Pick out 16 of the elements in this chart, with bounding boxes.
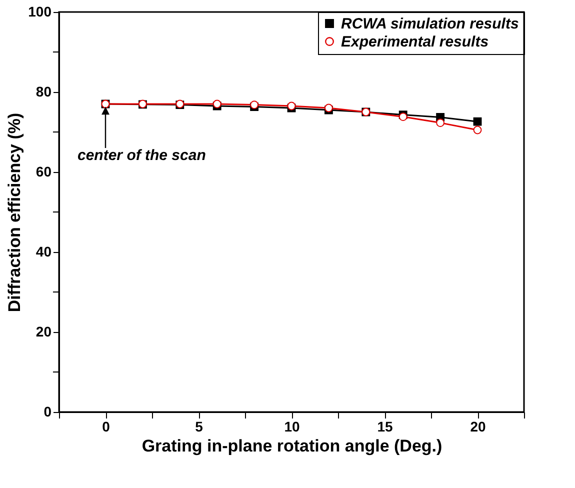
y-tick-label: 40 <box>36 244 52 260</box>
y-tick-label: 80 <box>36 84 52 100</box>
x-tick-label: 0 <box>102 418 110 434</box>
x-tick-label: 10 <box>284 418 300 434</box>
legend-label: Experimental results <box>341 34 489 50</box>
x-tick-label: 20 <box>470 418 486 434</box>
y-axis-title: Diffraction efficiency (%) <box>5 112 24 312</box>
y-tick-label: 60 <box>36 164 52 180</box>
y-tick-label: 0 <box>44 404 52 420</box>
x-tick-label: 15 <box>377 418 393 434</box>
annotation: center of the scan <box>78 147 206 164</box>
x-tick-label: 5 <box>195 418 204 434</box>
y-tick-label: 20 <box>36 324 52 340</box>
legend-label: RCWA simulation results <box>341 16 519 32</box>
y-tick-label: 100 <box>28 4 52 20</box>
x-axis-title: Grating in-plane rotation angle (Deg.) <box>142 436 442 456</box>
